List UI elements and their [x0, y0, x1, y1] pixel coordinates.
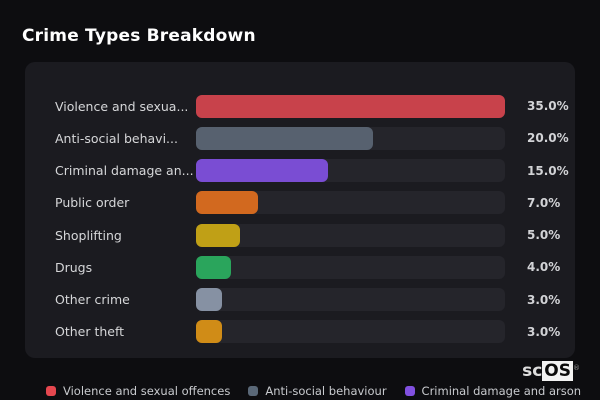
- bar-category-label: Shoplifting: [55, 227, 122, 243]
- bar-fill[interactable]: [196, 94, 505, 118]
- bar-row: Other theft 3.0%: [25, 316, 575, 348]
- page-title: Crime Types Breakdown: [22, 26, 256, 46]
- bar-track: [196, 288, 505, 312]
- bar-category-label: Violence and sexua...: [55, 98, 189, 114]
- legend-item-label: Anti-social behaviour: [265, 384, 387, 398]
- bar-category-label: Drugs: [55, 259, 93, 275]
- chart-panel: Violence and sexua... 35.0% Anti-social …: [25, 62, 575, 358]
- bar-value-label: 15.0%: [527, 163, 569, 178]
- bar-value-label: 35.0%: [527, 99, 569, 114]
- bar-category-label: Other crime: [55, 292, 130, 308]
- bar-value-label: 20.0%: [527, 131, 569, 146]
- bar-category-label: Anti-social behavi...: [55, 130, 178, 146]
- bar-fill[interactable]: [196, 126, 373, 150]
- bar-row: Violence and sexua... 35.0%: [25, 90, 575, 122]
- legend-item-label: Criminal damage and arson: [421, 384, 582, 398]
- bar-track: [196, 255, 505, 279]
- bar-row: Shoplifting 5.0%: [25, 219, 575, 251]
- bar-fill[interactable]: [196, 288, 223, 312]
- watermark-prefix: sc: [522, 361, 543, 381]
- bar-value-label: 3.0%: [527, 292, 561, 307]
- bar-category-label: Public order: [55, 195, 130, 211]
- bar-fill[interactable]: [196, 191, 258, 215]
- bar-fill[interactable]: [196, 159, 329, 183]
- legend-item-label: Violence and sexual offences: [63, 384, 231, 398]
- bar-row: Criminal damage an... 15.0%: [25, 155, 575, 187]
- legend-item[interactable]: Violence and sexual offences: [46, 384, 230, 398]
- bar-value-label: 7.0%: [527, 195, 561, 210]
- watermark-boxed: OS: [542, 361, 573, 381]
- bar-track: [196, 159, 505, 183]
- chart-legend: Violence and sexual offences Anti-social…: [46, 384, 581, 398]
- watermark-logo: sc OS ®: [522, 361, 580, 381]
- bar-category-label: Other theft: [55, 324, 125, 340]
- bar-track: [196, 320, 505, 344]
- bar-fill[interactable]: [196, 320, 223, 344]
- bar-track: [196, 223, 505, 247]
- bar-value-label: 5.0%: [527, 228, 561, 243]
- legend-item[interactable]: Anti-social behaviour: [248, 384, 387, 398]
- bar-fill[interactable]: [196, 255, 232, 279]
- legend-swatch-icon: [248, 386, 259, 396]
- bar-track: [196, 126, 505, 150]
- legend-swatch-icon: [404, 386, 415, 396]
- bar-row: Other crime 3.0%: [25, 284, 575, 316]
- bar-value-label: 4.0%: [527, 260, 561, 275]
- bar-rows-container: Violence and sexua... 35.0% Anti-social …: [25, 90, 575, 348]
- bar-row: Anti-social behavi... 20.0%: [25, 122, 575, 154]
- bar-fill[interactable]: [196, 223, 241, 247]
- bar-category-label: Criminal damage an...: [55, 163, 194, 179]
- bar-track: [196, 191, 505, 215]
- legend-swatch-icon: [46, 386, 56, 396]
- legend-item[interactable]: Criminal damage and arson: [404, 384, 582, 398]
- bar-row: Public order 7.0%: [25, 187, 575, 219]
- bar-track: [196, 94, 505, 118]
- registered-mark-icon: ®: [573, 364, 580, 372]
- bar-row: Drugs 4.0%: [25, 251, 575, 283]
- bar-value-label: 3.0%: [527, 324, 561, 339]
